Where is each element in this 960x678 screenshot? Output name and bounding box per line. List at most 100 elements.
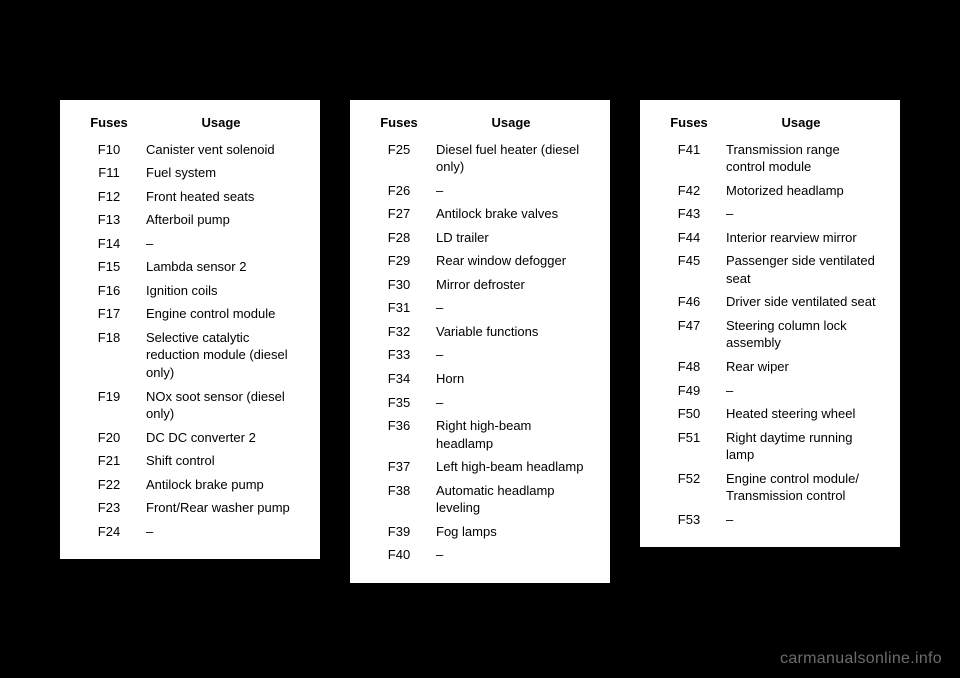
fuse-id: F45 [658, 252, 720, 270]
table-row: F15Lambda sensor 2 [78, 255, 302, 279]
manual-page: Fuses Usage F10Canister vent solenoid F1… [0, 0, 960, 678]
fuse-usage: – [430, 299, 592, 317]
table-row: F28LD trailer [368, 226, 592, 250]
table-row: F34Horn [368, 367, 592, 391]
fuse-id: F13 [78, 211, 140, 229]
fuse-table-panel-2: Fuses Usage F25Diesel fuel heater (diese… [350, 100, 610, 583]
fuse-id: F42 [658, 182, 720, 200]
watermark-text: carmanualsonline.info [780, 650, 942, 668]
table-row: F17Engine control module [78, 302, 302, 326]
table-row: F26– [368, 179, 592, 203]
fuse-id: F20 [78, 429, 140, 447]
table-row: F35– [368, 391, 592, 415]
table-row: F52Engine control module/ Transmission c… [658, 467, 882, 508]
fuse-table-panel-3: Fuses Usage F41Transmission range contro… [640, 100, 900, 547]
fuse-usage: – [140, 235, 302, 253]
fuse-usage: – [430, 546, 592, 564]
fuse-usage: Automatic headlamp leveling [430, 482, 592, 517]
fuse-usage: Fog lamps [430, 523, 592, 541]
table-row: F19NOx soot sensor (diesel only) [78, 385, 302, 426]
table-row: F37Left high-beam headlamp [368, 455, 592, 479]
fuse-usage: – [720, 205, 882, 223]
fuse-id: F39 [368, 523, 430, 541]
fuse-usage: DC DC converter 2 [140, 429, 302, 447]
header-fuses: Fuses [658, 114, 720, 132]
fuse-id: F47 [658, 317, 720, 335]
fuse-id: F41 [658, 141, 720, 159]
fuse-usage: Heated steering wheel [720, 405, 882, 423]
table-row: F32Variable functions [368, 320, 592, 344]
table-row: F39Fog lamps [368, 520, 592, 544]
fuse-usage: Diesel fuel heater (diesel only) [430, 141, 592, 176]
table-row: F29Rear window defogger [368, 249, 592, 273]
table-row: F21Shift control [78, 449, 302, 473]
fuse-id: F24 [78, 523, 140, 541]
fuse-usage: Rear wiper [720, 358, 882, 376]
fuse-usage: Right daytime running lamp [720, 429, 882, 464]
fuse-usage: Motorized headlamp [720, 182, 882, 200]
fuse-id: F36 [368, 417, 430, 435]
table-row: F41Transmission range control module [658, 138, 882, 179]
fuse-usage: Interior rearview mirror [720, 229, 882, 247]
fuse-table: Fuses Usage F25Diesel fuel heater (diese… [368, 114, 592, 567]
fuse-usage: Front/Rear washer pump [140, 499, 302, 517]
fuse-id: F21 [78, 452, 140, 470]
fuse-id: F43 [658, 205, 720, 223]
fuse-id: F18 [78, 329, 140, 347]
fuse-id: F26 [368, 182, 430, 200]
fuse-id: F31 [368, 299, 430, 317]
fuse-id: F16 [78, 282, 140, 300]
table-row: F43– [658, 202, 882, 226]
fuse-usage: – [430, 394, 592, 412]
table-row: F16Ignition coils [78, 279, 302, 303]
table-row: F18Selective catalytic reduction module … [78, 326, 302, 385]
table-row: F12Front heated seats [78, 185, 302, 209]
fuse-id: F33 [368, 346, 430, 364]
fuse-id: F10 [78, 141, 140, 159]
header-usage: Usage [430, 114, 592, 132]
fuse-usage: Ignition coils [140, 282, 302, 300]
table-row: F25Diesel fuel heater (diesel only) [368, 138, 592, 179]
fuse-usage: – [720, 382, 882, 400]
fuse-usage: – [140, 523, 302, 541]
fuse-id: F19 [78, 388, 140, 406]
fuse-id: F30 [368, 276, 430, 294]
table-row: F30Mirror defroster [368, 273, 592, 297]
fuse-usage: Engine control module/ Transmission cont… [720, 470, 882, 505]
fuse-id: F17 [78, 305, 140, 323]
fuse-id: F27 [368, 205, 430, 223]
fuse-id: F11 [78, 164, 140, 182]
fuse-usage: Engine control module [140, 305, 302, 323]
fuse-id: F14 [78, 235, 140, 253]
fuse-usage: Selective catalytic reduction module (di… [140, 329, 302, 382]
fuse-usage: Lambda sensor 2 [140, 258, 302, 276]
fuse-id: F50 [658, 405, 720, 423]
fuse-usage: – [430, 346, 592, 364]
table-row: F48Rear wiper [658, 355, 882, 379]
table-row: F51Right daytime running lamp [658, 426, 882, 467]
table-row: F11Fuel system [78, 161, 302, 185]
header-fuses: Fuses [368, 114, 430, 132]
fuse-id: F38 [368, 482, 430, 500]
table-row: F49– [658, 379, 882, 403]
table-row: F24– [78, 520, 302, 544]
fuse-usage: Mirror defroster [430, 276, 592, 294]
table-row: F46Driver side ventilated seat [658, 290, 882, 314]
fuse-usage: Afterboil pump [140, 211, 302, 229]
fuse-usage: Canister vent solenoid [140, 141, 302, 159]
table-row: F36Right high-beam headlamp [368, 414, 592, 455]
fuse-usage: – [430, 182, 592, 200]
table-row: F42Motorized headlamp [658, 179, 882, 203]
header-fuses: Fuses [78, 114, 140, 132]
fuse-usage: LD trailer [430, 229, 592, 247]
fuse-id: F15 [78, 258, 140, 276]
table-row: F40– [368, 543, 592, 567]
fuse-usage: Driver side ventilated seat [720, 293, 882, 311]
fuse-id: F22 [78, 476, 140, 494]
table-row: F10Canister vent solenoid [78, 138, 302, 162]
fuse-id: F35 [368, 394, 430, 412]
table-row: F23Front/Rear washer pump [78, 496, 302, 520]
fuse-table: Fuses Usage F41Transmission range contro… [658, 114, 882, 531]
fuse-usage: Shift control [140, 452, 302, 470]
fuse-id: F29 [368, 252, 430, 270]
